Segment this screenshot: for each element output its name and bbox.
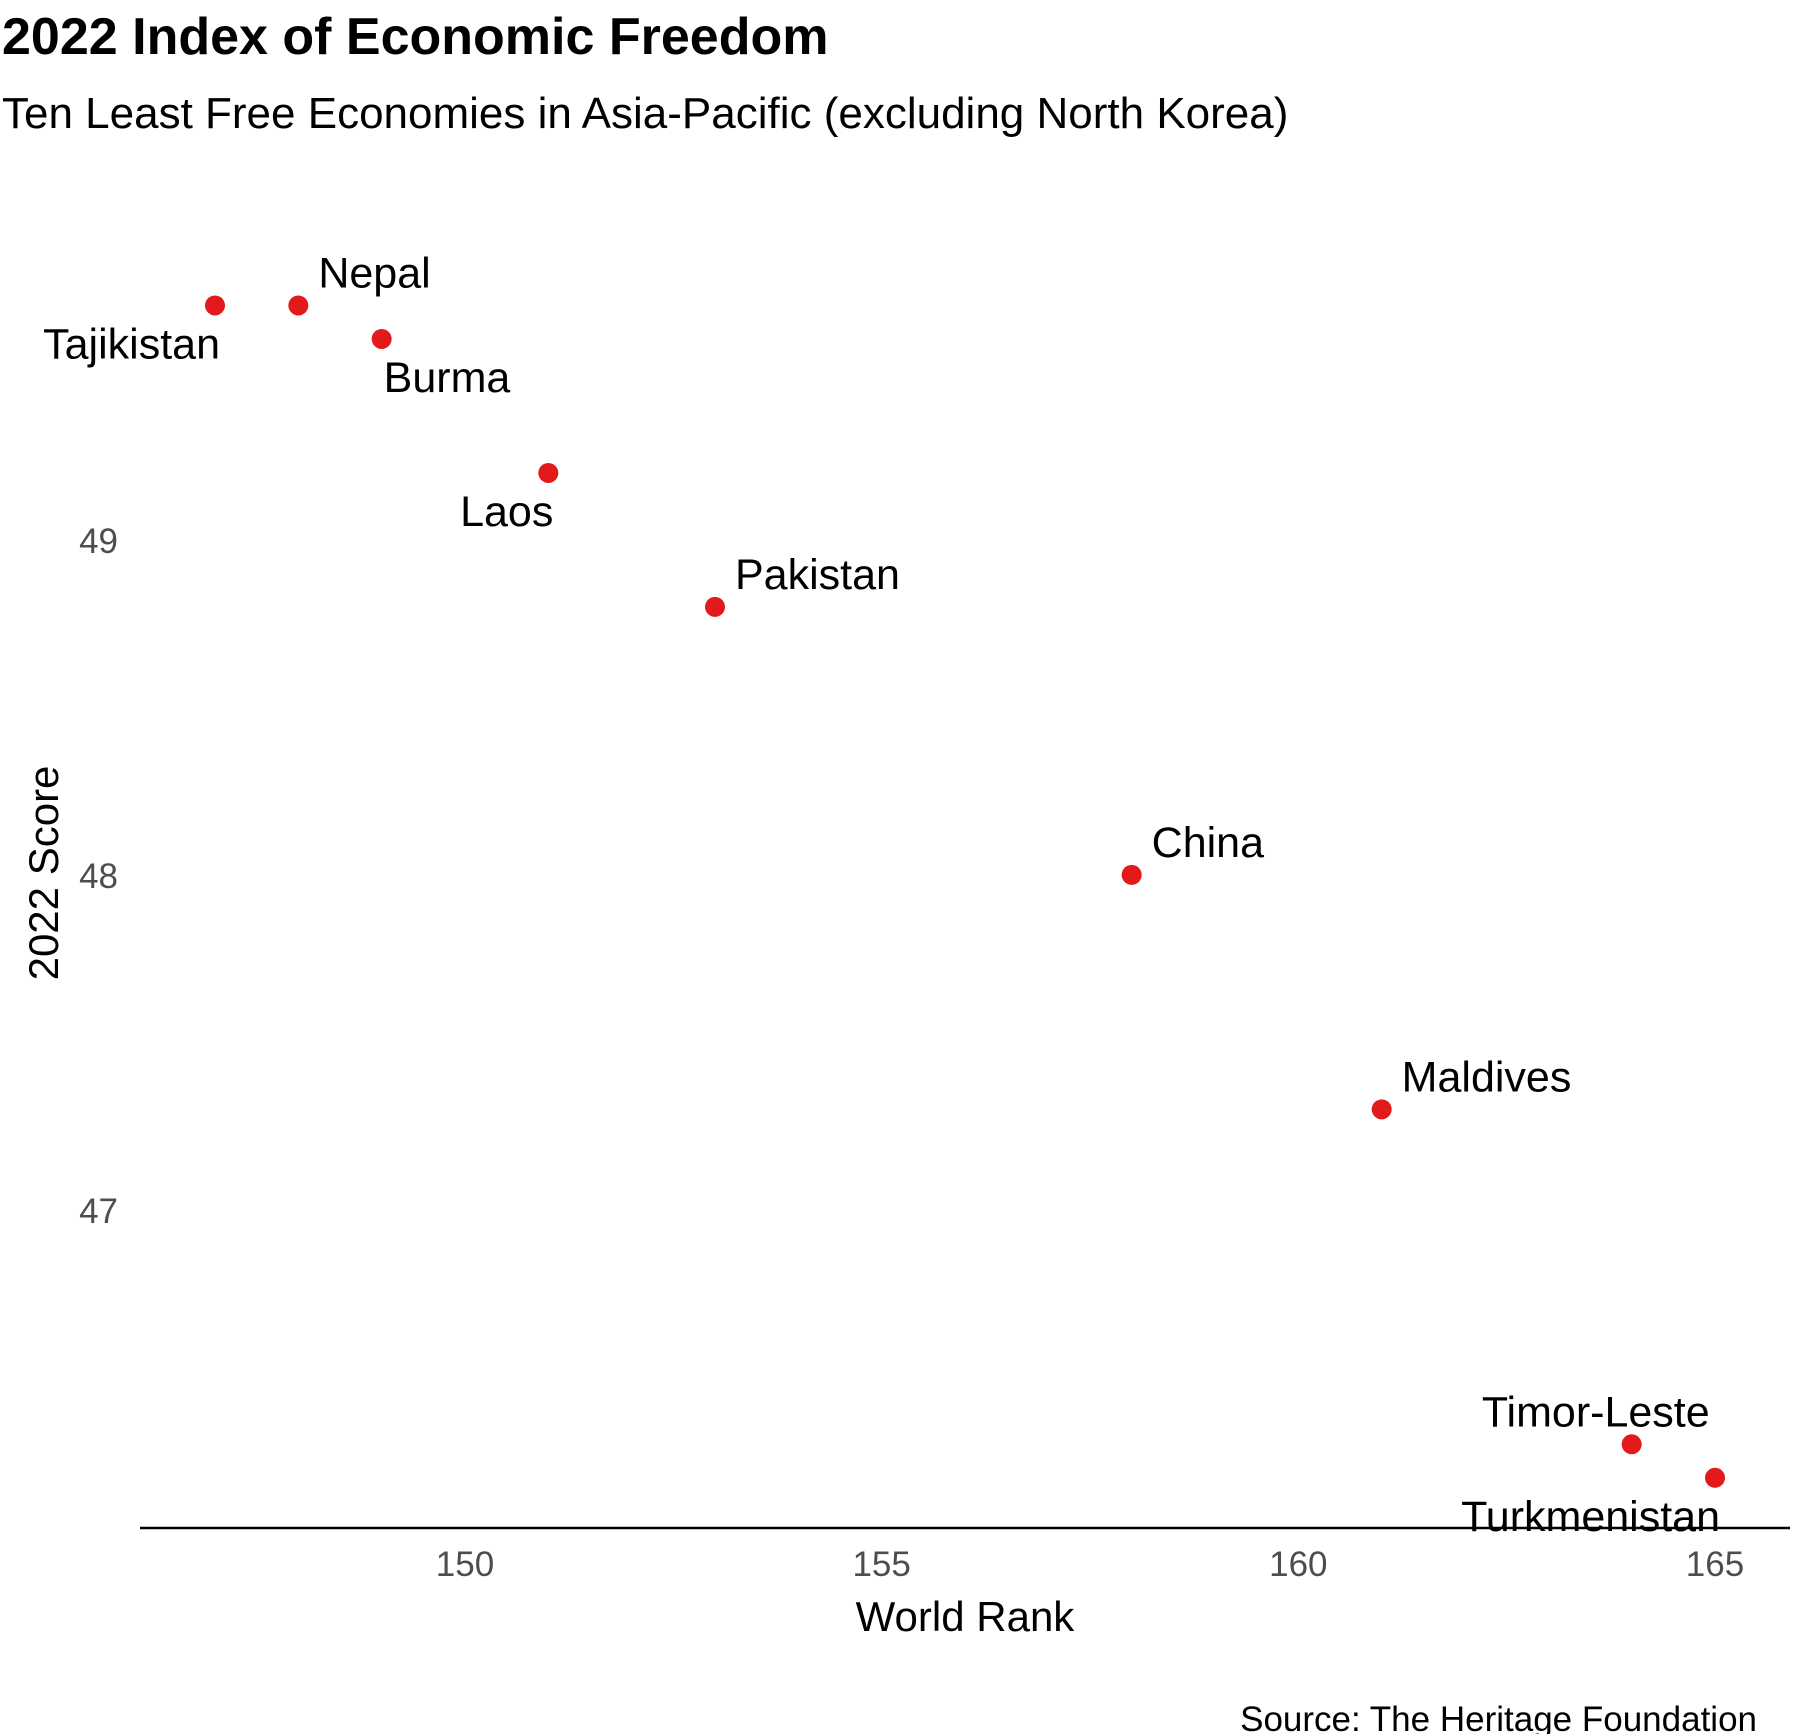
data-point-maldives [1371,1099,1392,1120]
x-tick-label: 160 [1269,1545,1327,1584]
point-label-nepal: Nepal [318,249,430,297]
x-tick-label: 165 [1686,1545,1744,1584]
data-point-burma [371,328,392,349]
chart-caption: Source: The Heritage Foundation [1240,1700,1757,1734]
data-point-labels: Tajikistan Nepal Burma Laos Pakistan China Mal… [43,249,1720,1540]
x-axis-title: World Rank [856,1593,1076,1640]
point-label-tajikistan: Tajikistan [43,320,220,368]
data-points [205,295,1725,1488]
point-label-burma: Burma [384,354,511,402]
data-point-nepal [288,295,309,316]
data-point-turkmenistan [1705,1467,1725,1488]
y-tick-label: 48 [79,857,118,896]
data-point-tajikistan [205,295,225,316]
point-label-timor-leste: Timor-Leste [1482,1388,1710,1436]
y-axis-title: 2022 Score [20,766,67,981]
chart-subtitle: Ten Least Free Economies in Asia-Pacific… [2,89,1288,138]
point-label-turkmenistan: Turkmenistan [1461,1493,1720,1541]
data-point-china [1121,864,1142,885]
y-tick-label: 47 [79,1192,118,1231]
data-point-laos [538,462,559,483]
chart-title: 2022 Index of Economic Freedom [2,8,828,66]
y-tick-label: 49 [79,522,118,561]
point-label-china: China [1152,819,1264,867]
data-point-timor-leste [1621,1434,1642,1455]
point-label-maldives: Maldives [1402,1053,1572,1101]
point-label-laos: Laos [460,488,553,536]
y-axis-tick-labels: 47 48 49 [79,522,118,1231]
x-tick-label: 150 [436,1545,494,1584]
x-tick-label: 155 [852,1545,910,1584]
x-axis-tick-labels: 150 155 160 165 [436,1545,1744,1584]
point-label-pakistan: Pakistan [735,551,900,599]
data-point-pakistan [705,596,725,617]
